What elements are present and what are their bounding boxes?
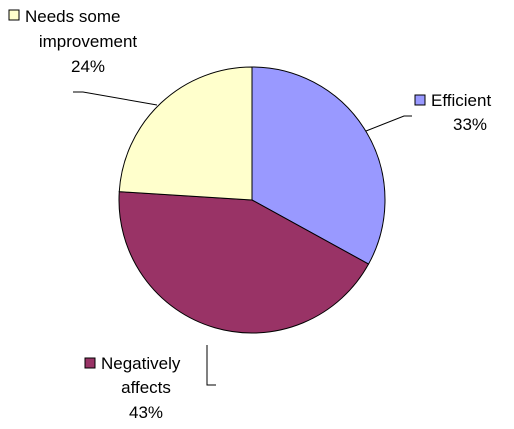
label-negatively-name-line2: affects	[121, 378, 171, 397]
label-needs-name-line1: Needs some	[25, 7, 120, 26]
label-needs-name-line2: improvement	[39, 32, 138, 51]
label-efficient: Efficient 33%	[414, 91, 491, 134]
legend-key-efficient	[414, 94, 426, 106]
label-negatively-percent: 43%	[129, 403, 163, 422]
legend-key-needs-some-improvement	[8, 9, 20, 21]
label-negatively-name-line1: Negatively	[101, 354, 181, 373]
pie-slices	[118, 66, 386, 334]
leader-line-efficient	[365, 115, 412, 132]
label-efficient-name: Efficient	[431, 91, 491, 110]
pie-slice-negatively-affects	[118, 191, 370, 334]
label-needs-percent: 24%	[71, 57, 105, 76]
label-efficient-percent: 33%	[453, 115, 487, 134]
pie-slice-needs-some-improvement	[118, 66, 253, 201]
label-negatively-affects: Negatively affects 43%	[84, 354, 181, 422]
pie-slice-efficient	[251, 66, 386, 265]
legend-key-negatively-affects	[84, 357, 96, 369]
label-needs-some-improvement: Needs some improvement 24%	[8, 7, 138, 76]
leader-line-negatively	[206, 345, 216, 386]
leader-line-needs	[73, 91, 158, 106]
